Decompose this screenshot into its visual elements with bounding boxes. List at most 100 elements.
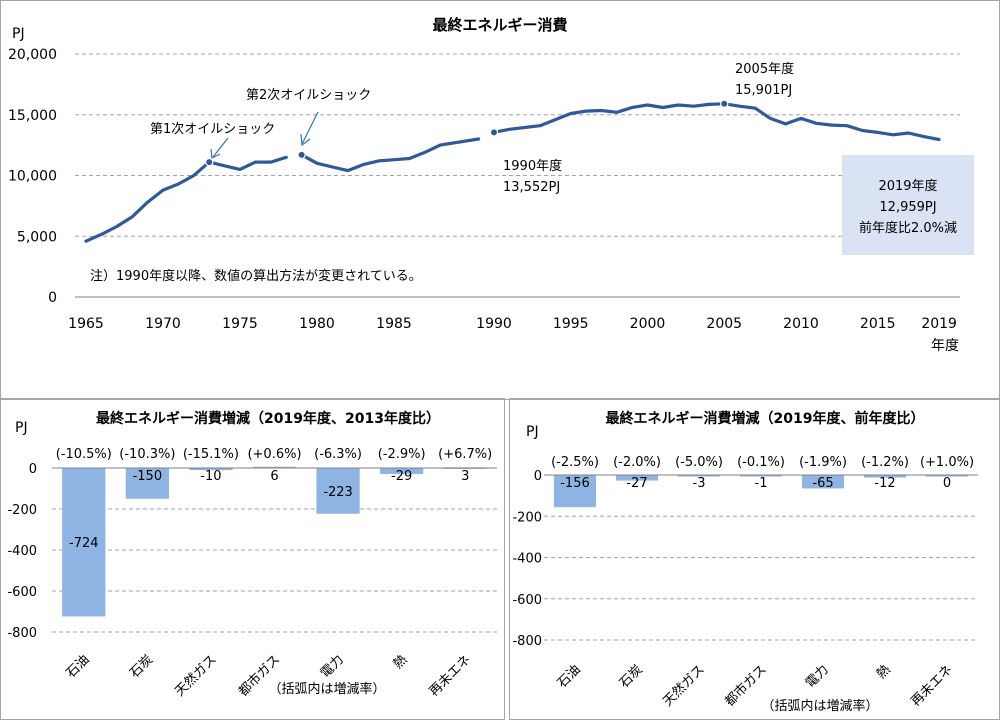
bar xyxy=(615,475,659,481)
bar-y-tick: -800 xyxy=(7,626,37,641)
bar-rate-label: (-1.2%) xyxy=(861,455,909,470)
main-x-tick: 2005 xyxy=(706,316,742,332)
bar2-bars xyxy=(553,475,969,508)
bar-chart-vs-2013: 最終エネルギー消費増減（2019年度、2013年度比） PJ 0 -200 -400… xyxy=(7,410,497,700)
main-y-tick: 10,000 xyxy=(8,169,57,185)
bar xyxy=(380,468,424,474)
oil2-arrowhead xyxy=(300,133,311,147)
bar-y-tick: -200 xyxy=(7,503,37,518)
bar-rate-label: (-2.5%) xyxy=(551,455,599,470)
bar xyxy=(677,475,721,477)
bar-y-tick: -200 xyxy=(512,510,542,525)
bar-value-label: -1 xyxy=(755,476,768,491)
bar-rate-label: (-6.3%) xyxy=(314,447,362,462)
bar-rate-label: (-2.0%) xyxy=(613,455,661,470)
main-x-tick: 1965 xyxy=(68,316,104,332)
summary-box-line1: 2019年度 xyxy=(878,178,937,194)
bar-chart-vs-prev-year: 最終エネルギー消費増減（2019年度、前年度比） PJ 0 -200 -400 -60… xyxy=(512,410,978,714)
bar-value-label: 0 xyxy=(943,476,951,491)
main-x-tick: 2019 xyxy=(921,316,957,332)
bar xyxy=(739,475,783,477)
bar-category-label: 石油 xyxy=(64,652,93,681)
main-y-tick: 0 xyxy=(48,290,57,306)
bar xyxy=(125,468,169,499)
bar1-y-tick-labels: 0 -200 -400 -600 -800 xyxy=(7,462,37,641)
bar-value-label: -10 xyxy=(200,469,221,484)
bar2-rate-labels: (-2.5%) (-2.0%) (-5.0%) (-0.1%) (-1.9%) (-1.2… xyxy=(551,455,974,470)
bar-value-label: 3 xyxy=(461,469,469,484)
bar-value-label: -724 xyxy=(69,536,99,551)
bar-rate-label: (-10.3%) xyxy=(119,447,175,462)
bar-rate-label: (-2.9%) xyxy=(378,447,426,462)
bar xyxy=(553,475,597,508)
main-data-marker xyxy=(720,99,729,109)
bar xyxy=(925,475,969,477)
bar1-bars xyxy=(62,466,487,617)
summary-box-line2: 12,959PJ xyxy=(879,200,936,215)
bar-value-label: -150 xyxy=(133,469,163,484)
main-chart-title: 最終エネルギー消費 xyxy=(432,16,567,34)
bar-y-tick: -600 xyxy=(512,593,542,608)
bar1-title: 最終エネルギー消費増減（2019年度、2013年度比） xyxy=(96,410,440,427)
bar2-footnote: （括弧内は増減率） xyxy=(761,698,878,714)
oil1-arrowhead xyxy=(210,148,221,159)
main-x-tick: 2010 xyxy=(783,316,819,332)
bar1-footnote: （括弧内は増減率） xyxy=(268,681,385,697)
main-x-tick-labels: 1965 1970 1975 1980 1985 1990 1995 2000 2005 2010… xyxy=(68,316,957,332)
bar-value-label: -27 xyxy=(626,476,647,491)
bar2-y-unit: PJ xyxy=(526,424,539,440)
bar-y-tick: -600 xyxy=(7,585,37,600)
bar-value-label: -65 xyxy=(812,476,833,491)
bar-category-label: 石炭 xyxy=(617,662,646,691)
main-y-unit: PJ xyxy=(12,26,25,42)
bar-y-tick: -400 xyxy=(512,552,542,567)
bar1-gridlines xyxy=(52,508,497,633)
bar-y-tick: -400 xyxy=(7,544,37,559)
y2005-label: 2005年度 xyxy=(735,61,794,77)
bar-category-label: 再未エネ xyxy=(427,652,474,699)
bar2-y-tick-labels: 0 -200 -400 -600 -800 xyxy=(512,469,542,649)
bar1-rate-labels: (-10.5%) (-10.3%) (-15.1%) (+0.6%) (-6.3%) (-… xyxy=(56,447,493,462)
bar-category-label: 熱 xyxy=(874,662,894,682)
bar-category-label: 石炭 xyxy=(127,652,156,681)
main-data-marker xyxy=(204,157,214,167)
oil2-arrow xyxy=(301,111,319,145)
bar-rate-label: (-10.5%) xyxy=(56,447,112,462)
y1990-label: 1990年度 xyxy=(503,158,562,174)
bar-rate-label: (+1.0%) xyxy=(920,455,974,470)
main-series-line xyxy=(300,137,481,173)
main-x-tick: 2000 xyxy=(630,316,666,332)
main-gridlines xyxy=(75,53,960,298)
oil1-arrow xyxy=(212,137,229,158)
bar-value-label: -223 xyxy=(323,485,353,500)
main-y-tick: 5,000 xyxy=(17,229,57,245)
main-x-tick: 2015 xyxy=(860,316,896,332)
bar-category-label: 再未エネ xyxy=(908,662,955,709)
bar1-value-labels: -724 -150 -10 6 -223 -29 3 xyxy=(69,469,469,551)
bar2-gridlines xyxy=(544,515,978,641)
bar-category-label: 熱 xyxy=(391,652,411,672)
main-y-tick: 20,000 xyxy=(8,47,57,63)
bar-value-label: 6 xyxy=(270,469,278,484)
main-x-tick: 1970 xyxy=(145,316,181,332)
main-y-tick-labels: 0 5,000 10,000 15,000 20,000 xyxy=(8,47,57,306)
summary-box xyxy=(842,155,974,255)
bar-category-label: 天然ガス xyxy=(172,652,220,700)
bar-y-tick: 0 xyxy=(29,462,37,477)
bar-rate-label: (-15.1%) xyxy=(183,447,239,462)
bar2-value-labels: -156 -27 -3 -1 -65 -12 0 xyxy=(560,476,951,491)
main-x-tick: 1985 xyxy=(376,316,412,332)
bar xyxy=(316,468,360,514)
bar-y-tick: 0 xyxy=(534,469,542,484)
bar-value-label: -156 xyxy=(560,476,590,491)
main-data-marker xyxy=(297,150,306,160)
bar xyxy=(62,468,106,617)
main-series-line xyxy=(492,102,941,142)
bar-rate-label: (+0.6%) xyxy=(247,447,301,462)
main-x-tick: 1990 xyxy=(476,316,512,332)
bar xyxy=(801,475,845,489)
bar-y-tick: -800 xyxy=(512,634,542,649)
main-series-lines xyxy=(84,102,941,243)
oil1-label: 第1次オイルショック xyxy=(150,121,275,137)
bar-rate-label: (-5.0%) xyxy=(675,455,723,470)
